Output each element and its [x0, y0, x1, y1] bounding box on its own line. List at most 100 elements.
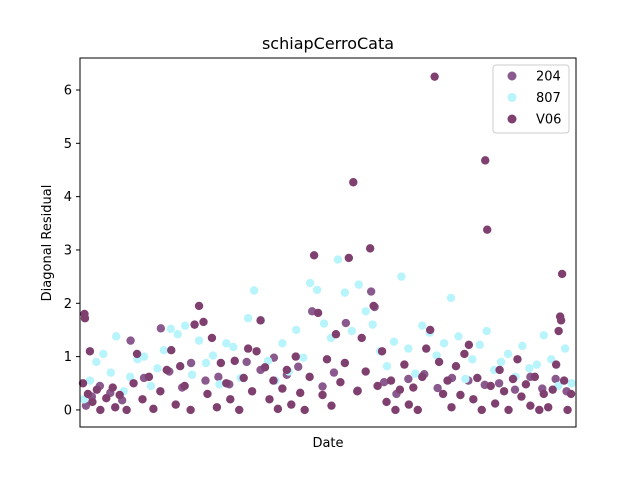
data-point [235, 405, 244, 415]
data-point [309, 251, 319, 260]
data-point [318, 390, 327, 400]
data-point [88, 397, 97, 407]
data-point [313, 308, 323, 318]
data-point [180, 321, 190, 330]
data-point [92, 385, 102, 394]
data-point [404, 400, 414, 409]
legend-marker-807 [507, 93, 517, 102]
data-point [78, 379, 88, 388]
data-point [333, 255, 343, 264]
legend-marker-204 [507, 71, 517, 81]
data-point [108, 383, 117, 392]
data-point [167, 346, 176, 355]
data-point [353, 387, 362, 396]
data-point [490, 399, 500, 408]
data-point [535, 405, 544, 415]
data-point [186, 358, 196, 368]
legend-marker-V06 [507, 114, 517, 124]
data-point [477, 405, 486, 415]
data-point [81, 401, 91, 410]
data-point [361, 307, 370, 316]
data-point [305, 278, 315, 288]
data-point [389, 337, 399, 346]
data-point [291, 352, 300, 361]
data-point [418, 321, 427, 330]
data-point [404, 374, 413, 384]
data-point [547, 355, 556, 364]
data-point [373, 381, 382, 391]
data-point [525, 364, 534, 373]
data-point [269, 376, 278, 385]
data-point [418, 372, 427, 382]
data-point [560, 344, 570, 353]
data-point [180, 381, 189, 391]
data-point [216, 358, 226, 368]
data-point [256, 316, 265, 325]
data-point [305, 372, 314, 382]
data-point [96, 405, 105, 415]
data-point [539, 389, 548, 399]
data-point [460, 349, 469, 359]
data-point [551, 374, 560, 384]
data-point [499, 387, 509, 396]
data-point [300, 405, 309, 415]
data-point [481, 156, 490, 165]
data-point [482, 326, 491, 336]
data-point [473, 373, 482, 383]
data-point [278, 384, 287, 393]
data-point [439, 339, 449, 348]
data-point [319, 319, 329, 328]
data-point [430, 72, 439, 81]
data-point [400, 360, 409, 369]
data-point [344, 253, 354, 263]
data-point [175, 362, 185, 371]
data-point [517, 392, 526, 401]
data-point [327, 401, 336, 410]
data-point [173, 330, 182, 339]
data-point [357, 333, 366, 343]
data-point [559, 376, 569, 385]
data-point [336, 378, 345, 387]
data-point [282, 365, 292, 375]
data-point [397, 272, 406, 281]
data-point [567, 379, 576, 388]
data-point [144, 372, 154, 382]
data-point [475, 340, 484, 350]
data-point [226, 395, 235, 404]
data-point [377, 347, 387, 356]
data-point [391, 405, 400, 415]
data-point [518, 341, 527, 351]
data-point [214, 372, 223, 382]
y-axis-label: Diagonal Residual [40, 185, 55, 302]
data-point [106, 368, 115, 377]
data-point [299, 353, 308, 362]
data-point [243, 314, 253, 323]
data-point [265, 395, 274, 404]
data-point [563, 405, 572, 415]
data-point [132, 349, 142, 359]
data-point [438, 389, 448, 399]
data-point [186, 405, 195, 415]
data-point [292, 325, 301, 335]
data-point [411, 369, 420, 378]
data-point [247, 387, 257, 396]
data-point [229, 342, 238, 352]
data-point [483, 225, 492, 234]
data-point [312, 285, 322, 295]
data-point [85, 376, 95, 385]
data-point [504, 405, 513, 415]
data-point [273, 404, 283, 414]
data-point [252, 347, 261, 356]
data-point [347, 326, 357, 336]
data-point [331, 330, 341, 339]
data-point [156, 324, 166, 333]
data-point [340, 288, 350, 297]
data-point [532, 360, 542, 369]
data-point [156, 387, 165, 396]
data-point [243, 344, 253, 353]
data-point [551, 360, 561, 369]
data-point [447, 403, 456, 412]
data-point [146, 381, 156, 391]
data-point [230, 356, 239, 366]
data-point [461, 374, 470, 384]
